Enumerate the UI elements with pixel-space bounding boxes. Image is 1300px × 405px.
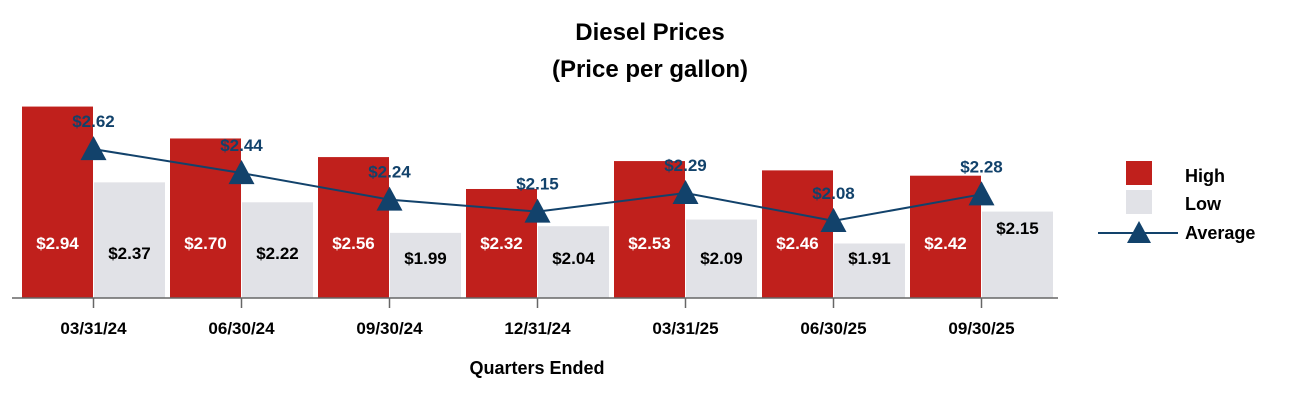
bar-low [242,202,313,298]
bar-low-label: $1.91 [848,249,891,268]
average-marker [80,136,107,161]
bar-high [614,161,685,298]
bar-high-label: $2.46 [776,234,819,253]
bar-low-label: $2.22 [256,244,299,263]
x-tick-label: 03/31/24 [60,319,127,338]
bar-low [390,232,461,298]
average-label: $2.29 [664,156,707,175]
bar-low [94,182,165,298]
legend-low-label: Low [1185,194,1222,214]
average-label: $2.62 [72,112,115,131]
legend-average-marker [1127,221,1151,243]
x-tick-label: 12/31/24 [504,319,571,338]
average-label: $2.08 [812,184,855,203]
bar-low [834,243,905,298]
x-tick-label: 09/30/24 [356,319,423,338]
bar-high-label: $2.94 [36,234,79,253]
average-marker [672,179,699,205]
bar-low [686,219,757,298]
average-marker [228,160,255,185]
bar-high [170,138,241,298]
average-marker [524,198,551,223]
average-marker [820,207,847,232]
plot-area: $2.94 $2.37 03/31/24 $2.70 $2.22 06/30/24 $2.5… [12,106,1058,338]
legend: High Low Average [1098,161,1255,243]
legend-low-swatch [1126,190,1152,214]
x-tick-label: 09/30/25 [948,319,1014,338]
average-label: $2.15 [516,175,559,194]
legend-average-label: Average [1185,223,1255,243]
average-label: $2.28 [960,157,1003,176]
bar-high [762,170,833,298]
x-axis-title: Quarters Ended [469,358,604,378]
bar-high [318,157,389,298]
bar-low-label: $2.04 [552,249,595,268]
average-marker [968,181,995,206]
x-tick-label: 03/31/25 [652,319,718,338]
bar-low-label: $2.15 [996,219,1039,238]
x-tick-label: 06/30/25 [800,319,866,338]
average-marker [376,186,403,211]
bar-high-label: $2.32 [480,234,523,253]
legend-high-label: High [1185,166,1225,186]
bar-high-label: $2.56 [332,234,375,253]
chart-title: Diesel Prices [575,19,724,46]
bar-low [538,226,609,298]
bar-low-label: $1.99 [404,249,447,268]
chart-subtitle: (Price per gallon) [552,56,748,83]
bar-high-label: $2.42 [924,234,967,253]
bar-high-label: $2.53 [628,234,671,253]
average-label: $2.44 [220,136,263,155]
bar-low-label: $2.37 [108,244,151,263]
bar-low-label: $2.09 [700,249,743,268]
bar-high-label: $2.70 [184,234,227,253]
average-label: $2.24 [368,163,411,182]
bar-high [22,106,93,299]
bar-low [982,211,1053,298]
legend-high-swatch [1126,161,1152,185]
x-tick-label: 06/30/24 [208,319,275,338]
